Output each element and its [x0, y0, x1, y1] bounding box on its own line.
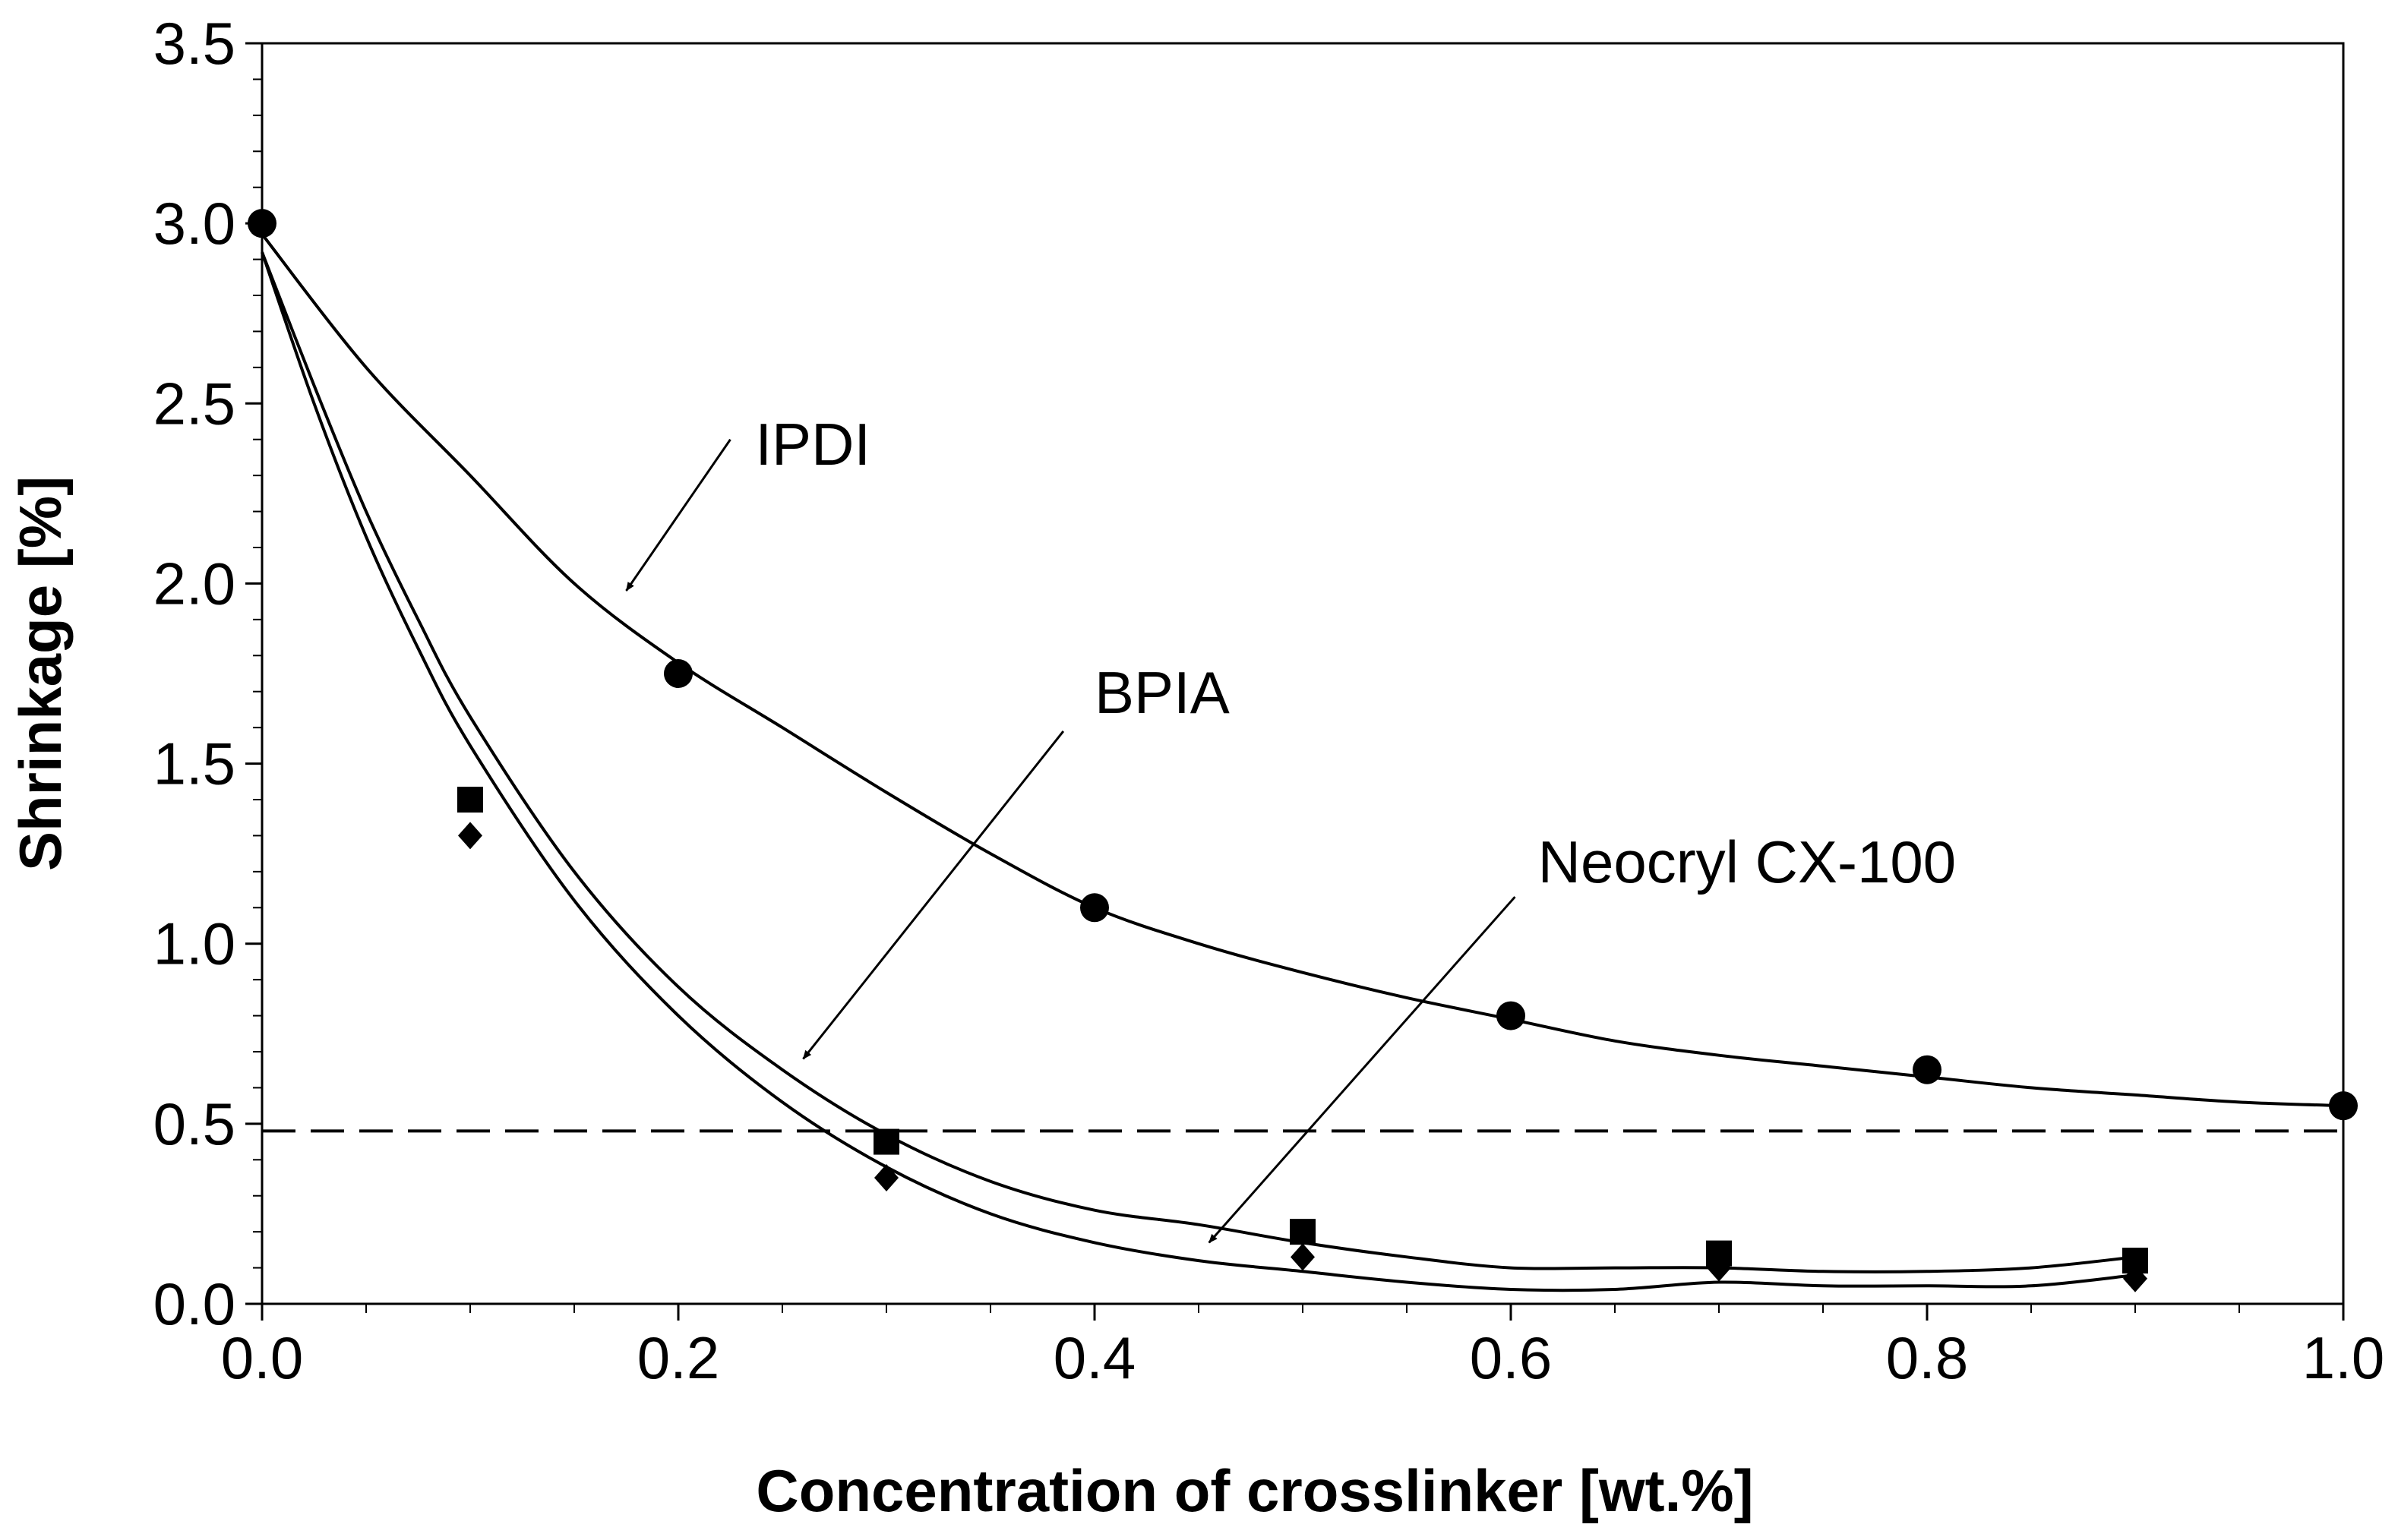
data-point-bpia-0	[457, 787, 483, 813]
x-axis-title: Concentration of crosslinker [wt.%]	[756, 1457, 1753, 1524]
y-tick-label-0: 0.0	[153, 1270, 235, 1337]
x-tick-label-3: 0.6	[1470, 1324, 1552, 1391]
x-tick-label-2: 0.4	[1054, 1324, 1136, 1391]
data-markers	[248, 209, 2358, 1292]
fit-curve-bpia	[261, 251, 2136, 1273]
data-point-bpia-1	[874, 1128, 899, 1155]
y-tick-label-5: 2.5	[153, 370, 235, 437]
y-axis-title: Shrinkage [%]	[7, 476, 74, 871]
label-bpia: BPIA	[1095, 659, 1230, 726]
y-tick-label-2: 1.0	[153, 910, 235, 977]
data-point-ipdi-3	[1496, 1001, 1525, 1030]
axis-ticks: 0.0 0.2 0.4 0.6 0.8 1.0 0.0 0.5 1.0 1.5 2.0 2.5 3.0 3…	[153, 10, 2385, 1391]
fit-curve-ipdi	[261, 233, 2344, 1108]
x-tick-label-0: 0.0	[221, 1324, 303, 1391]
arrow-ipdi	[625, 438, 731, 592]
x-tick-label-5: 1.0	[2302, 1324, 2384, 1391]
arrow-bpia	[802, 730, 1065, 1060]
data-point-neocryl-cx-100-1	[874, 1164, 899, 1191]
data-point-neocryl-cx-100-4	[2123, 1264, 2147, 1292]
data-point-ipdi-1	[664, 659, 693, 688]
data-point-bpia-2	[1290, 1219, 1316, 1245]
data-point-ipdi-4	[1913, 1055, 1941, 1084]
y-tick-label-3: 1.5	[153, 731, 235, 797]
label-neocryl-cx-100: Neocryl CX-100	[1538, 828, 1957, 895]
arrow-neocryl-cx-100	[1208, 896, 1516, 1244]
fit-curves	[261, 233, 2344, 1292]
data-point-neocryl-cx-100-0	[458, 822, 482, 850]
plot-area	[261, 42, 2345, 1305]
annotations: IPDI BPIA Neocryl CX-100	[625, 411, 1957, 1244]
y-tick-label-4: 2.0	[153, 550, 235, 617]
data-point-neocryl-cx-100-2	[1291, 1243, 1315, 1271]
fit-curve-neocryl-cx-100	[261, 251, 2136, 1292]
data-point-neocryl-cx-100-3	[1707, 1254, 1731, 1282]
y-tick-label-6: 3.0	[153, 190, 235, 257]
x-tick-label-4: 0.8	[1886, 1324, 1968, 1391]
y-tick-label-1: 0.5	[153, 1090, 235, 1157]
data-point-ipdi-5	[2329, 1091, 2358, 1121]
data-point-ipdi-2	[1080, 893, 1109, 923]
label-ipdi: IPDI	[755, 411, 870, 478]
y-tick-label-7: 3.5	[153, 10, 235, 77]
x-tick-label-1: 0.2	[637, 1324, 719, 1391]
